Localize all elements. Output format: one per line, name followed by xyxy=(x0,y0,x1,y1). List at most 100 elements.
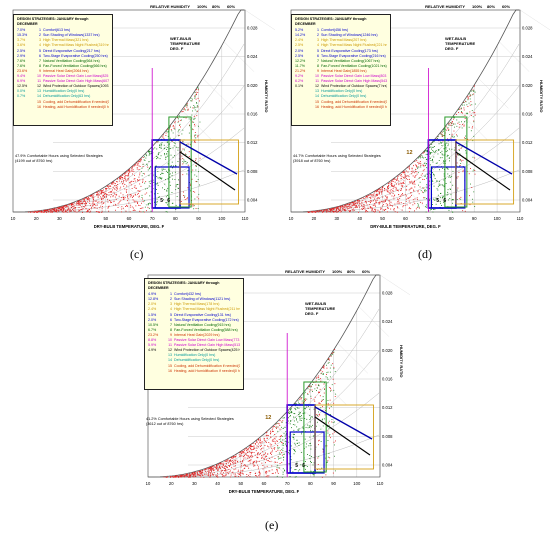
relative-humidity-curve xyxy=(148,434,380,478)
strategy-number: 7 xyxy=(170,322,172,327)
wet-bulb-label: DEG. F xyxy=(445,46,459,51)
y-tick-label: 0.028 xyxy=(247,26,258,31)
strategy-row: 4.9% 1 Comfort(432 hrs) xyxy=(148,292,240,297)
strategy-number: 12 xyxy=(315,84,319,89)
strategy-text: High Thermal Mass Night Flushed(221 hrs) xyxy=(321,43,387,48)
strategy-row: 13 Humidification Only(0 hrs) xyxy=(148,353,240,358)
strategy-number: 7 xyxy=(317,58,319,63)
strategy-row: 13 Humidification Only(0 hrs) xyxy=(295,89,387,94)
strategy-percent: 23.2% xyxy=(148,332,159,337)
wet-bulb-line xyxy=(295,401,326,433)
strategy-percent: 21.2% xyxy=(295,68,306,73)
strategy-text: Passive Solar Direct Gain Low Mass(825 h… xyxy=(43,74,109,79)
strategy-percent: 6.7% xyxy=(148,327,157,332)
strategy-number: 1 xyxy=(317,28,319,33)
y-tick-label: 0.020 xyxy=(522,83,533,88)
strategy-row: 15 Cooling, add Dehumidification if neede… xyxy=(148,364,240,369)
strategy-marker-label: 12 xyxy=(406,150,412,156)
panel-e: 10 20 30 40 50 60 70 80 90 100 110 0.028 0.024 0.020 0… xyxy=(140,265,410,533)
relative-humidity-label: RELATIVE HUMIDITY xyxy=(425,4,465,9)
zone-label: 5 xyxy=(160,198,163,204)
strategy-number: 15 xyxy=(315,99,319,104)
panel-c: 10 20 30 40 50 60 70 80 90 100 110 0.028 0.024 0.020 0… xyxy=(5,0,275,262)
strategy-text: High Thermal Mass(321 hrs) xyxy=(43,38,89,43)
x-tick-label: 50 xyxy=(238,481,243,486)
strategy-percent: 3.6% xyxy=(17,43,26,48)
relative-humidity-curve xyxy=(148,274,379,478)
strategy-text: Natural Ventilation Cooling(664 hrs) xyxy=(43,58,100,63)
strategy-text: Natural Ventilation Cooling(1067 hrs) xyxy=(321,58,380,63)
strategy-percent: 4.9% xyxy=(148,292,157,297)
strategy-percent: 2.5% xyxy=(295,43,304,48)
strategy-number: 2 xyxy=(170,297,172,302)
legend-header: DESIGN STRATEGIES: JANUARY through DECEM… xyxy=(17,17,89,27)
y-tick-label: 0.008 xyxy=(522,169,533,174)
strategy-row: 0.7% 14 Dehumidification Only(63 hrs) xyxy=(17,94,109,99)
strategy-row: 15.3% 2 Sun Shading of Windows(1337 hrs) xyxy=(17,33,109,38)
strategy-text: Cooling, add Dehumidification if needed(… xyxy=(174,363,240,368)
x-axis-label: DRY-BULB TEMPERATURE, DEG. F xyxy=(229,489,300,494)
evaporative-limit-line xyxy=(314,406,373,440)
thermal-mass-zone-outline xyxy=(314,404,374,470)
wet-bulb-line xyxy=(478,78,509,109)
limit-line xyxy=(179,151,236,191)
strategy-percent: 23.6% xyxy=(17,68,28,73)
strategy-text: Dehumidification Only(63 hrs) xyxy=(43,94,91,99)
strategy-percent: 5.2% xyxy=(295,28,304,33)
strategy-number: 14 xyxy=(37,94,41,99)
wet-bulb-line xyxy=(394,177,426,208)
wet-bulb-line xyxy=(316,374,347,406)
strategy-percent: 12.8% xyxy=(148,297,159,302)
strategy-text: Passive Solar Direct Gain Low Mass(803 h… xyxy=(321,74,387,79)
relative-humidity-curve xyxy=(291,85,520,213)
y-tick-label: 0.016 xyxy=(247,112,258,117)
strategy-number: 16 xyxy=(168,368,172,373)
strategy-text: Cooling, add Dehumidification if needed(… xyxy=(43,99,109,104)
strategy-row: 16 Heating, add Humidification if needed(… xyxy=(295,105,387,110)
strategy-number: 15 xyxy=(37,99,41,104)
strategy-number: 13 xyxy=(37,89,41,94)
strategy-row: 23.6% 9 Internal Heat Gain(2064 hrs) xyxy=(17,69,109,74)
strategy-number: 3 xyxy=(39,38,41,43)
rh-tick-label: 60% xyxy=(502,4,510,9)
comfort-summary-d: 44.7% Comfortable Hours using Selected S… xyxy=(293,154,381,164)
wet-bulb-line xyxy=(244,9,275,31)
strategy-row: 3.7% 3 High Thermal Mass(321 hrs) xyxy=(17,38,109,43)
relative-humidity-curve xyxy=(13,85,245,213)
x-tick-label: 30 xyxy=(334,216,339,221)
zone-label: 5 xyxy=(436,198,439,204)
wet-bulb-line xyxy=(223,41,255,72)
strategy-number: 2 xyxy=(317,33,319,38)
relative-humidity-curve xyxy=(13,169,245,213)
evaporative-zone-outline xyxy=(430,166,466,209)
strategy-row: 11.7% 8 Fan-Forced Ventilation Cooling(102… xyxy=(295,64,387,69)
strategy-text: Passive Solar Direct Gain Low Mass(773 h… xyxy=(174,338,240,343)
rh-tick-label: 80% xyxy=(212,4,220,9)
strategy-text: Passive Solar Direct Gain High Mass(607 … xyxy=(43,79,109,84)
strategy-text: Passive Solar Direct Gain High Mass(543 … xyxy=(321,79,387,84)
legend-header: DESIGN STRATEGIES: JANUARY through DECEM… xyxy=(148,281,220,291)
strategy-text: Natural Ventilation Cooling(915 hrs) xyxy=(174,322,231,327)
legend-header: DESIGN STRATEGIES: JANUARY through DECEM… xyxy=(295,17,367,27)
wet-bulb-line xyxy=(358,306,390,337)
limit-line xyxy=(455,151,511,191)
strategy-row: 4.9% 12 Wind Protection of Outdoor Spaces(… xyxy=(148,348,240,353)
x-tick-label: 110 xyxy=(517,216,524,221)
strategy-number: 15 xyxy=(168,363,172,368)
strategy-percent: 12.5% xyxy=(17,84,28,89)
x-tick-label: 20 xyxy=(312,216,317,221)
rh-tick-label: 80% xyxy=(347,269,355,274)
summary-line-1: 44.7% Comfortable Hours using Selected S… xyxy=(293,154,381,158)
strategy-row: 2.0% 6 Two-Stage Evaporative Cooling(172 h… xyxy=(148,318,240,323)
wet-bulb-line xyxy=(353,201,384,213)
strategy-text: High Thermal Mass(178 hrs) xyxy=(174,302,220,307)
strategy-percent: 2.9% xyxy=(17,53,26,58)
y-tick-label: 0.024 xyxy=(382,319,393,324)
rh-tick-label: 100% xyxy=(332,269,343,274)
strategy-number: 11 xyxy=(37,79,41,84)
strategy-percent: 7.6% xyxy=(17,63,26,68)
summary-line-1: 41.2% Comfortable Hours using Selected S… xyxy=(146,417,234,421)
rh-tick-label: 100% xyxy=(472,4,483,9)
strategy-percent: 10.5% xyxy=(148,322,159,327)
y-tick-label: 0.020 xyxy=(382,348,393,353)
